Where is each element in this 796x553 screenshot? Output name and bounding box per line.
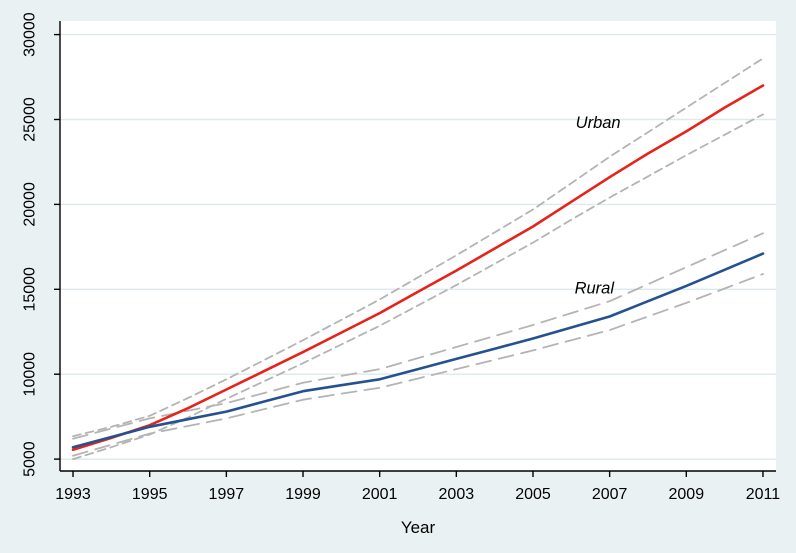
y-tick-label-15000: 15000 (22, 267, 39, 312)
rural-ci-upper-line (72, 232, 764, 440)
x-tick-label-1993: 1993 (55, 486, 91, 503)
urban-ci-lower-line (72, 113, 764, 461)
x-tick-label-2007: 2007 (592, 486, 628, 503)
x-tick-label-2011: 2011 (746, 486, 781, 503)
urban-series-label: Urban (576, 114, 621, 132)
x-tick-label-2001: 2001 (362, 486, 398, 503)
plot-area (60, 21, 776, 471)
urban-ci-upper-line (72, 57, 764, 438)
x-tick-label-2009: 2009 (669, 486, 705, 503)
x-axis-title: Year (401, 518, 436, 537)
rural-ci-lower-line (72, 273, 764, 457)
rural-series-label: Rural (575, 279, 616, 297)
x-tick-label-1995: 1995 (132, 486, 168, 503)
y-tick-label-10000: 10000 (22, 352, 39, 397)
x-tick-label-1997: 1997 (209, 486, 245, 503)
y-tick-label-30000: 30000 (21, 12, 38, 57)
x-tick-label-2005: 2005 (515, 486, 551, 503)
urban-line (71, 84, 765, 452)
y-tick-label-5000: 5000 (22, 441, 39, 477)
x-tick-label-2003: 2003 (439, 486, 475, 503)
rural-line (71, 252, 765, 449)
y-tick-label-20000: 20000 (21, 182, 38, 227)
x-tick-label-1999: 1999 (285, 486, 321, 503)
y-tick-label-25000: 25000 (21, 97, 38, 142)
